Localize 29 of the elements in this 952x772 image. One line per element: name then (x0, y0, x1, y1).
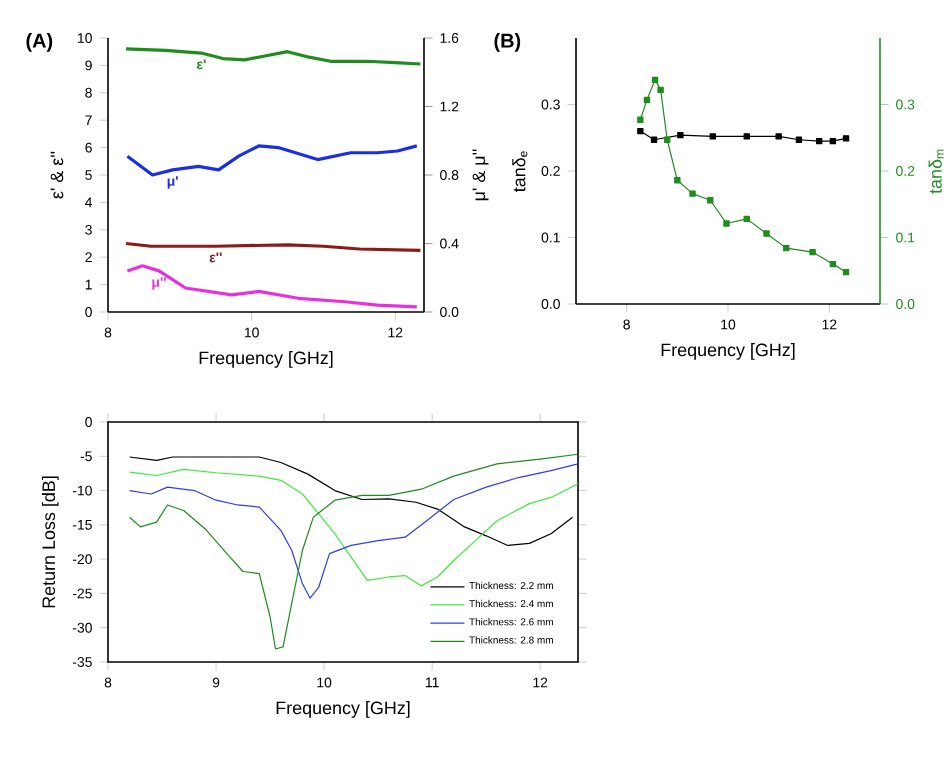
x-axis-title: Frequency [GHz] (661, 343, 795, 360)
point (743, 215, 750, 223)
point (809, 248, 816, 256)
chart-title: (B) (494, 33, 521, 52)
y-axis-title: tanδ$_{e}$ (512, 151, 528, 192)
point (829, 260, 837, 268)
point (657, 86, 664, 94)
line-series (124, 47, 423, 66)
chart-title: (A) (26, 33, 53, 52)
point (689, 190, 696, 197)
y-axis-title: ε' & ε'' (50, 151, 64, 199)
line-series (125, 264, 419, 309)
line-series (125, 144, 419, 177)
point (723, 220, 730, 227)
x-axis-title: Frequency [GHz] (199, 351, 333, 368)
point (664, 136, 671, 143)
point (783, 244, 790, 252)
point (707, 197, 714, 204)
y-axis-title: Return Loss [dB] (41, 476, 59, 608)
point (651, 76, 659, 84)
y2-axis-title: tanδ$_{m}$ (928, 149, 944, 194)
point (842, 268, 850, 276)
point (643, 96, 651, 104)
y2-axis-title: μ' & μ'' (472, 149, 489, 201)
point (637, 116, 644, 123)
point (763, 230, 770, 237)
x-axis-title: Frequency [GHz] (276, 701, 410, 718)
point (674, 177, 681, 184)
line-series (129, 453, 579, 650)
